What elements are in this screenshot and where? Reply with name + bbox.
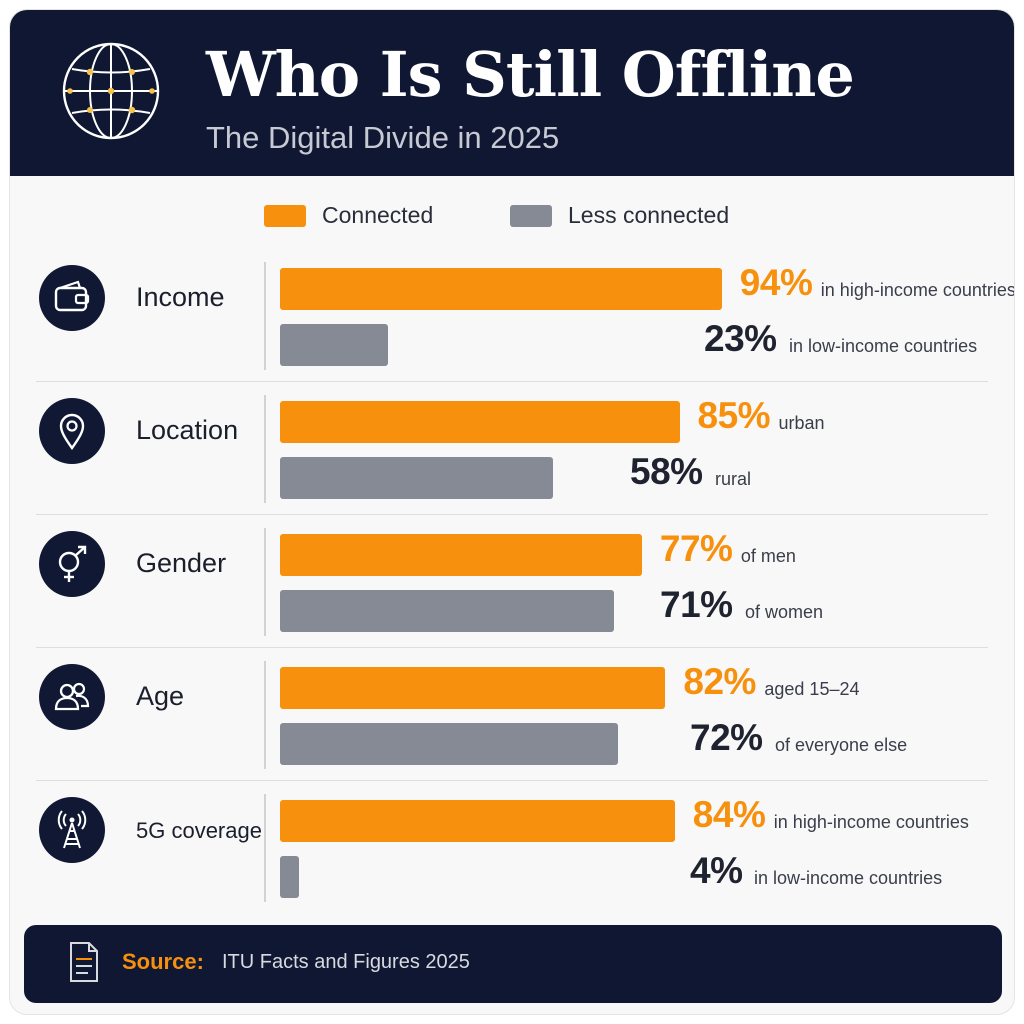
category-label: Location <box>136 415 239 445</box>
antenna-icon <box>39 797 105 863</box>
chart-row: Location 85% urban 58% rural <box>10 391 1014 524</box>
header-banner: Who Is Still Offline The Digital Divide … <box>10 10 1014 176</box>
value-label-less-connected: 4% <box>690 850 743 891</box>
bar-chart-area: Income 94% in high-income countries 23% in l… <box>10 258 1014 928</box>
category-label: Income <box>136 282 225 312</box>
legend-swatch-less-connected <box>510 204 552 227</box>
description-connected: in high-income countries <box>820 280 1015 300</box>
page-subtitle: The Digital Divide in 2025 <box>206 120 560 155</box>
value-label-less-connected: 71% <box>660 584 733 625</box>
bar-connected <box>280 667 666 709</box>
infographic-card: Who Is Still Offline The Digital Divide … <box>9 9 1015 1015</box>
bar-less-connected <box>280 324 389 366</box>
description-connected: urban <box>778 413 825 433</box>
legend-item-connected: Connected <box>264 202 433 229</box>
chart-row: Gender 77% of men 71% of women <box>10 524 1014 657</box>
value-label-less-connected: 23% <box>704 318 777 359</box>
gender-icon <box>39 531 105 597</box>
location-pin-icon <box>39 398 105 464</box>
value-label-less-connected: 72% <box>690 717 763 758</box>
wallet-icon <box>39 265 105 331</box>
value-label-connected: 85% <box>697 395 771 436</box>
description-less-connected: of everyone else <box>775 735 908 755</box>
document-icon <box>70 942 98 982</box>
description-less-connected: of women <box>745 602 824 622</box>
people-icon <box>39 664 105 730</box>
bar-less-connected <box>280 457 553 499</box>
row-axis-line <box>264 528 266 636</box>
legend-item-less-connected: Less connected <box>510 202 729 229</box>
source-footer: Source: ITU Facts and Figures 2025 <box>24 925 1002 1003</box>
row-axis-line <box>264 661 266 769</box>
source-text: ITU Facts and Figures 2025 <box>222 951 470 973</box>
category-label: Age <box>136 681 185 711</box>
row-divider <box>36 647 988 648</box>
page-title: Who Is Still Offline <box>206 38 855 111</box>
chart-row: Age 82% aged 15–24 72% of everyone else <box>10 657 1014 790</box>
description-less-connected: rural <box>715 469 752 489</box>
legend-swatch-connected <box>264 204 306 227</box>
bar-less-connected <box>280 590 614 632</box>
bar-connected <box>280 268 722 310</box>
description-connected: of men <box>740 546 796 566</box>
bar-connected <box>280 534 642 576</box>
category-label: 5G coverage <box>136 818 262 843</box>
row-divider <box>36 780 988 781</box>
value-label-connected: 77% <box>659 528 733 569</box>
value-label-connected: 94% <box>739 262 813 303</box>
row-axis-line <box>264 262 266 370</box>
row-axis-line <box>264 794 266 902</box>
legend-label-connected: Connected <box>322 202 434 228</box>
description-connected: in high-income countries <box>773 812 969 832</box>
value-label-connected: 82% <box>683 661 756 702</box>
description-less-connected: in low-income countries <box>789 336 978 356</box>
bar-less-connected <box>280 856 299 898</box>
chart-row: Income 94% in high-income countries 23% in l… <box>10 258 1014 391</box>
bar-less-connected <box>280 723 619 765</box>
row-divider <box>36 514 988 515</box>
bar-connected <box>280 800 675 842</box>
row-axis-line <box>264 395 266 503</box>
chart-row: 5G coverage 84% in high-income countries 4%… <box>10 790 1014 923</box>
description-connected: aged 15–24 <box>764 679 860 699</box>
legend-label-less-connected: Less connected <box>568 202 730 228</box>
bar-connected <box>280 401 680 443</box>
value-label-connected: 84% <box>692 794 766 835</box>
value-label-less-connected: 58% <box>630 451 703 492</box>
source-label: Source: <box>122 949 204 974</box>
description-less-connected: in low-income countries <box>754 868 943 888</box>
globe-icon <box>62 42 160 140</box>
row-divider <box>36 381 988 382</box>
category-label: Gender <box>136 548 227 578</box>
